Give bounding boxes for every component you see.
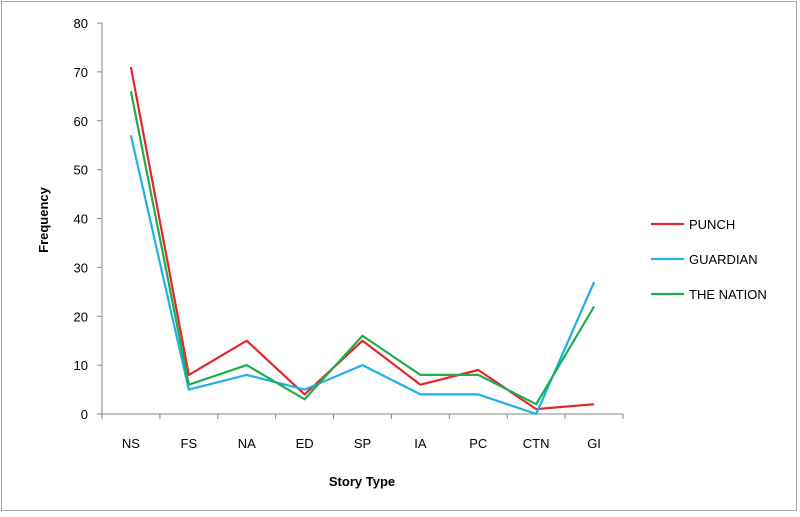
y-tick-label: 80	[74, 16, 88, 31]
y-tick-label: 20	[74, 309, 88, 324]
x-tick-label: PC	[469, 436, 487, 451]
y-axis-title-group: Frequency	[36, 186, 51, 253]
x-tick-label: FS	[181, 436, 198, 451]
x-tick-label: GI	[587, 436, 601, 451]
y-tick-label: 70	[74, 65, 88, 80]
y-tick-label: 10	[74, 358, 88, 373]
x-axis-title: Story Type	[329, 474, 395, 489]
x-tick-label: NS	[122, 436, 140, 451]
y-tick-label: 50	[74, 163, 88, 178]
legend-label: THE NATION	[689, 287, 767, 302]
y-tick-label: 40	[74, 212, 88, 227]
series-lines	[129, 66, 596, 416]
x-tick-label: SP	[354, 436, 371, 451]
y-tick-label: 60	[74, 114, 88, 129]
y-tick-label: 0	[81, 407, 88, 422]
series-line-guardian	[129, 135, 596, 416]
x-ticks: NS FS NA ED SP IA PC CTN GI	[101, 414, 624, 451]
series-line-punch	[129, 66, 595, 411]
x-tick-label: NA	[238, 436, 256, 451]
series-line-the-nation	[129, 91, 596, 406]
legend-label: GUARDIAN	[689, 252, 758, 267]
y-ticks: 0 10 20 30 40 50 60 70 80	[74, 16, 102, 422]
y-tick-label: 30	[74, 260, 88, 275]
x-tick-label: ED	[296, 436, 314, 451]
legend: PUNCH GUARDIAN THE NATION	[651, 217, 767, 302]
legend-label: PUNCH	[689, 217, 735, 232]
x-tick-label: CTN	[523, 436, 550, 451]
x-tick-label: IA	[414, 436, 427, 451]
y-axis-title: Frequency	[36, 186, 51, 253]
